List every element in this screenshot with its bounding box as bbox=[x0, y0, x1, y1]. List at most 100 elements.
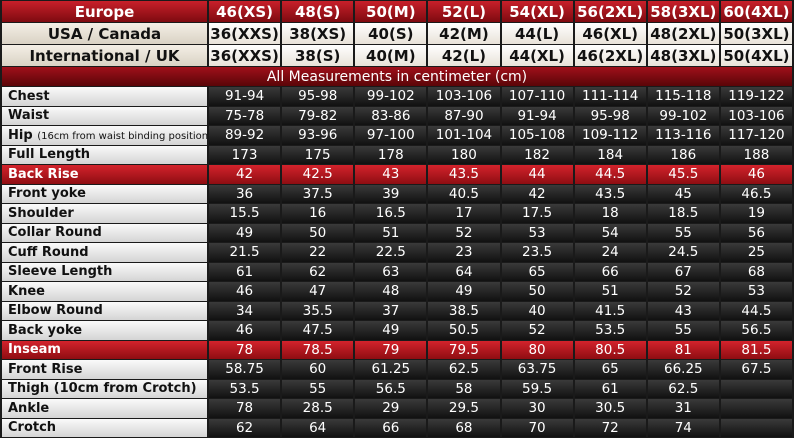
size-cell: 42(M) bbox=[428, 23, 500, 44]
value-cell: 35.5 bbox=[282, 301, 354, 320]
measure-row: Front yoke 36 37.5 39 40.5 42 43.5 45 46.5 bbox=[2, 184, 792, 203]
value-cell: 59.5 bbox=[501, 379, 573, 398]
value-cell: 43.5 bbox=[574, 184, 646, 203]
value-cell: 105-108 bbox=[501, 126, 573, 145]
value-cell: 89-92 bbox=[209, 126, 281, 145]
row-label: Back yoke bbox=[2, 321, 207, 340]
label-text: Front yoke bbox=[8, 186, 86, 202]
row-label: Ankle bbox=[2, 399, 207, 418]
value-cell: 29.5 bbox=[428, 399, 500, 418]
value-cell bbox=[720, 399, 792, 418]
value-cell: 47 bbox=[282, 282, 354, 301]
row-label: Crotch bbox=[2, 418, 207, 437]
value-cell: 43 bbox=[647, 301, 719, 320]
value-cell: 15.5 bbox=[209, 204, 281, 223]
value-cell: 46 bbox=[720, 165, 792, 184]
value-cell: 62.5 bbox=[647, 379, 719, 398]
label-text: Ankle bbox=[8, 400, 50, 416]
value-cell: 17 bbox=[428, 204, 500, 223]
value-cell: 78.5 bbox=[282, 340, 354, 359]
size-cell: 46(XS) bbox=[209, 1, 281, 22]
value-cell: 182 bbox=[501, 145, 573, 164]
row-label: Front Rise bbox=[2, 360, 207, 379]
measure-row: Hip (16cm from waist binding position) 89… bbox=[2, 126, 792, 145]
value-cell: 24.5 bbox=[647, 243, 719, 262]
value-cell: 49 bbox=[355, 321, 427, 340]
value-cell: 95-98 bbox=[282, 87, 354, 106]
value-cell: 56.5 bbox=[355, 379, 427, 398]
value-cell: 66.25 bbox=[647, 360, 719, 379]
value-cell: 21.5 bbox=[209, 243, 281, 262]
value-cell: 53 bbox=[501, 223, 573, 242]
value-cell: 91-94 bbox=[209, 87, 281, 106]
header-label: Europe bbox=[2, 1, 207, 22]
row-label: Front yoke bbox=[2, 184, 207, 203]
value-cell: 39 bbox=[355, 184, 427, 203]
value-cell: 79 bbox=[355, 340, 427, 359]
row-label: Cuff Round bbox=[2, 243, 207, 262]
measure-row: Inseam 78 78.5 79 79.5 80 80.5 81 81.5 bbox=[2, 340, 792, 359]
value-cell: 62.5 bbox=[428, 360, 500, 379]
size-cell: 48(S) bbox=[282, 1, 354, 22]
value-cell: 49 bbox=[209, 223, 281, 242]
value-cell: 68 bbox=[720, 262, 792, 281]
value-cell: 30 bbox=[501, 399, 573, 418]
header-row: Europe 46(XS) 48(S) 50(M) 52(L) 54(XL) 56(2XL)… bbox=[2, 1, 792, 22]
value-cell: 46 bbox=[209, 282, 281, 301]
value-cell: 18.5 bbox=[647, 204, 719, 223]
value-cell: 46.5 bbox=[720, 184, 792, 203]
value-cell: 55 bbox=[647, 321, 719, 340]
header-label: International / UK bbox=[2, 45, 207, 66]
measure-row: Ankle 78 28.5 29 29.5 30 30.5 31 bbox=[2, 399, 792, 418]
label-text: Back yoke bbox=[8, 322, 83, 338]
row-label: Waist bbox=[2, 106, 207, 125]
row-label: Collar Round bbox=[2, 223, 207, 242]
size-cell: 50(3XL) bbox=[720, 23, 792, 44]
row-label: Hip (16cm from waist binding position) bbox=[2, 126, 207, 145]
value-cell: 70 bbox=[501, 418, 573, 437]
value-cell: 24 bbox=[574, 243, 646, 262]
value-cell: 119-122 bbox=[720, 87, 792, 106]
banner: All Measurements in centimeter (cm) bbox=[2, 67, 792, 86]
value-cell: 51 bbox=[574, 282, 646, 301]
value-cell: 63.75 bbox=[501, 360, 573, 379]
value-cell: 64 bbox=[282, 418, 354, 437]
size-cell: 48(2XL) bbox=[647, 23, 719, 44]
value-cell: 40 bbox=[501, 301, 573, 320]
value-cell bbox=[720, 418, 792, 437]
row-label: Back Rise bbox=[2, 165, 207, 184]
value-cell: 22.5 bbox=[355, 243, 427, 262]
value-cell: 80 bbox=[501, 340, 573, 359]
size-cell: 50(4XL) bbox=[720, 45, 792, 66]
value-cell: 180 bbox=[428, 145, 500, 164]
value-cell: 53.5 bbox=[209, 379, 281, 398]
label-text: Elbow Round bbox=[8, 303, 103, 319]
value-cell: 23 bbox=[428, 243, 500, 262]
value-cell: 173 bbox=[209, 145, 281, 164]
value-cell: 107-110 bbox=[501, 87, 573, 106]
value-cell: 49 bbox=[428, 282, 500, 301]
value-cell: 46 bbox=[209, 321, 281, 340]
value-cell: 66 bbox=[574, 262, 646, 281]
value-cell: 117-120 bbox=[720, 126, 792, 145]
measure-row: Sleeve Length 61 62 63 64 65 66 67 68 bbox=[2, 262, 792, 281]
measure-row: Full Length 173 175 178 180 182 184 186 188 bbox=[2, 145, 792, 164]
label-text: Back Rise bbox=[8, 166, 79, 182]
value-cell: 16 bbox=[282, 204, 354, 223]
value-cell: 40.5 bbox=[428, 184, 500, 203]
value-cell: 44.5 bbox=[574, 165, 646, 184]
value-cell: 37 bbox=[355, 301, 427, 320]
label-text: Collar Round bbox=[8, 225, 102, 241]
value-cell: 61.25 bbox=[355, 360, 427, 379]
size-cell: 56(2XL) bbox=[574, 1, 646, 22]
size-cell: 60(4XL) bbox=[720, 1, 792, 22]
value-cell: 48 bbox=[355, 282, 427, 301]
value-cell: 64 bbox=[428, 262, 500, 281]
value-cell: 78 bbox=[209, 340, 281, 359]
value-cell: 43.5 bbox=[428, 165, 500, 184]
size-cell: 46(XL) bbox=[574, 23, 646, 44]
measure-row: Crotch 62 64 66 68 70 72 74 bbox=[2, 418, 792, 437]
value-cell: 113-116 bbox=[647, 126, 719, 145]
value-cell: 188 bbox=[720, 145, 792, 164]
